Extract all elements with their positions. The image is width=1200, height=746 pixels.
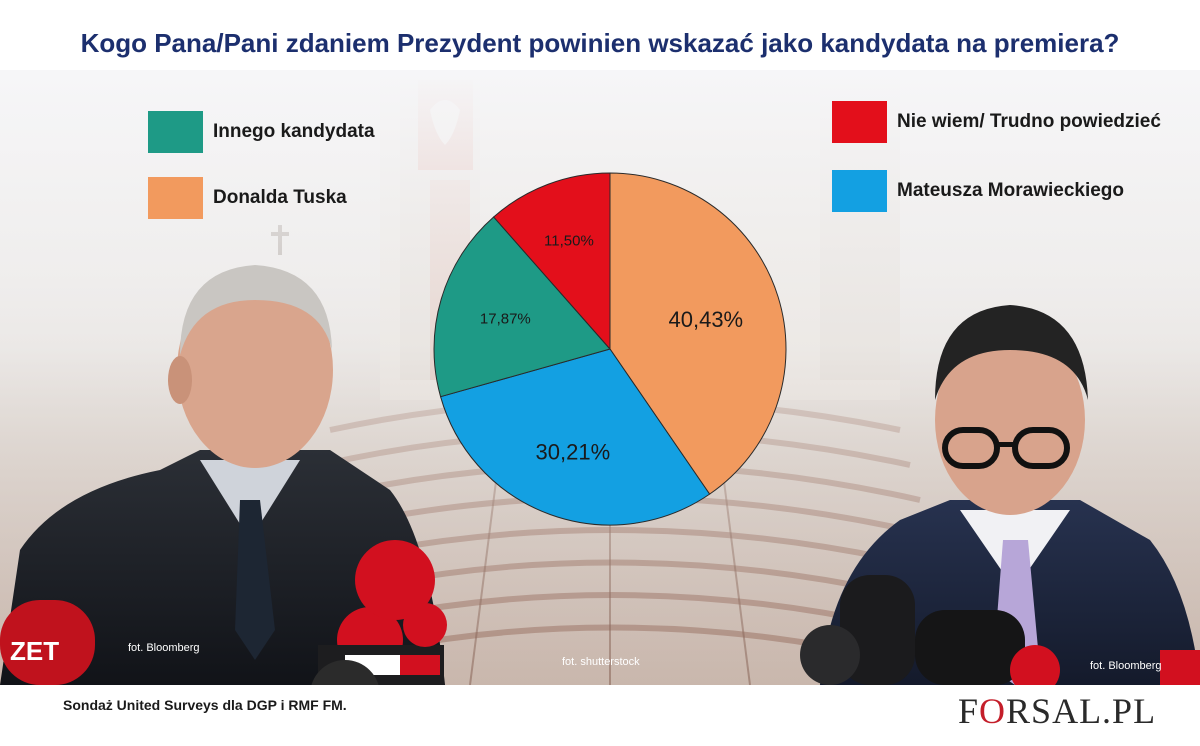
pie-slice xyxy=(492,172,611,351)
legend-label: Nie wiem/ Trudno powiedzieć xyxy=(897,111,1161,132)
pie-slice xyxy=(609,172,787,495)
logo-letter-f: F xyxy=(958,691,980,731)
legend-swatch xyxy=(832,170,887,212)
legend-item-nie-wiem: Nie wiem/ Trudno powiedzieć xyxy=(832,101,1161,143)
legend-label: Mateusza Morawieckiego xyxy=(897,180,1125,201)
microphones-left: ZET xyxy=(0,540,447,685)
logo-letter-o: O xyxy=(979,691,1007,731)
legend-swatch xyxy=(832,101,887,143)
legend-item-morawiecki: Mateusza Morawieckiego xyxy=(832,170,1124,212)
pie-slice-label: 30,21% xyxy=(536,439,611,464)
center-photo-credit: fot. shutterstock xyxy=(562,656,640,668)
logo-text: RSAL.PL xyxy=(1006,691,1157,731)
right-photo-credit: fot. Bloomberg xyxy=(1090,660,1162,672)
forsal-logo: FORSAL.PL xyxy=(958,690,1156,732)
legend-label: Donalda Tuska xyxy=(213,187,347,208)
left-person-figure xyxy=(0,265,445,685)
chart-title: Kogo Pana/Pani zdaniem Prezydent powinie… xyxy=(80,28,1120,58)
pie-slice-label: 11,50% xyxy=(544,233,594,250)
legend-swatch xyxy=(148,177,203,219)
pie-slice xyxy=(439,348,711,526)
legend-item-tusk: Donalda Tuska xyxy=(148,177,347,219)
pie-slice xyxy=(433,216,611,398)
pie-chart: 40,43% 30,21% 17,87% 11,50% xyxy=(433,172,787,526)
survey-source: Sondaż United Surveys dla DGP i RMF FM. xyxy=(63,697,347,713)
pie-slice-label: 40,43% xyxy=(669,307,744,332)
svg-text:ZET: ZET xyxy=(10,636,59,666)
legend-label: Innego kandydata xyxy=(213,121,375,142)
pie-slice-label: 17,87% xyxy=(480,310,531,327)
microphones-right xyxy=(800,575,1200,685)
left-photo-credit: fot. Bloomberg xyxy=(128,642,200,654)
legend-item-innego: Innego kandydata xyxy=(148,111,375,153)
legend-swatch xyxy=(148,111,203,153)
